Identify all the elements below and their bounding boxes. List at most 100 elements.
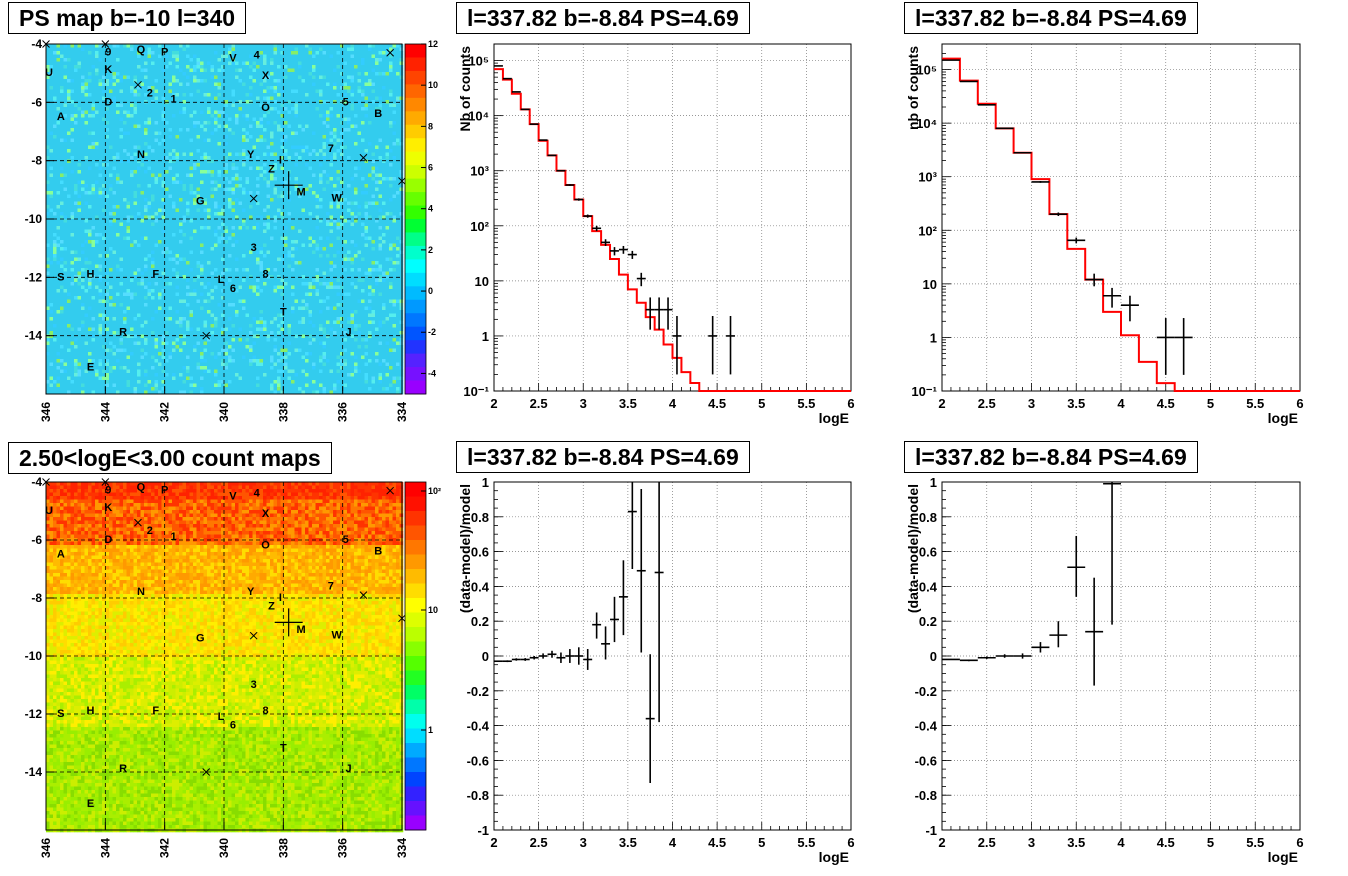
color-tick-label: 10 — [428, 605, 438, 615]
y-tick-label: -14 — [25, 329, 43, 343]
y-tick-label: -8 — [31, 154, 42, 168]
x-tick-label: 334 — [395, 838, 409, 858]
data-point — [538, 653, 548, 659]
data-point — [583, 214, 593, 218]
y-tick-label: -0.4 — [915, 719, 938, 734]
selected-position-marker — [274, 171, 303, 200]
data-point — [1103, 287, 1121, 308]
source-label: H — [87, 705, 95, 717]
x-tick-label: 4.5 — [708, 396, 726, 411]
y-axis-label: (data-model)/model — [457, 484, 473, 613]
y-tick-label: -0.8 — [467, 788, 489, 803]
x-tick-label: 6 — [847, 835, 854, 850]
data-point — [565, 184, 575, 186]
source-label: 9 — [105, 485, 111, 497]
y-tick-label: -0.2 — [915, 684, 937, 699]
data-point — [672, 316, 682, 375]
source-label: P — [161, 485, 168, 497]
data-point — [511, 658, 521, 661]
source-label: R — [119, 327, 127, 339]
y-axis-label: (data-model)/model — [905, 484, 921, 613]
data-point — [1049, 621, 1068, 648]
y-tick-label: -0.8 — [915, 788, 937, 803]
y-tick-label: 10⁴ — [468, 109, 489, 124]
source-label: Z — [268, 163, 275, 175]
y-tick-label: 10² — [470, 219, 489, 234]
source-label: 8 — [262, 705, 268, 717]
x-tick-label: 346 — [39, 838, 53, 858]
source-label: L — [218, 711, 225, 723]
y-tick-label: 0 — [930, 649, 937, 664]
data-point — [618, 245, 628, 254]
y-tick-label: 10⁻¹ — [911, 384, 937, 399]
source-label: 1 — [171, 531, 177, 543]
source-label: E — [87, 798, 94, 810]
x-tick-label: 4.5 — [1157, 396, 1175, 411]
source-label: U — [45, 505, 53, 517]
source-cross — [398, 177, 406, 185]
spectrum-middle-title: l=337.82 b=-8.84 PS=4.69 — [456, 2, 750, 34]
y-tick-label: -1 — [477, 823, 489, 838]
y-tick-label: -10 — [25, 212, 43, 226]
map-bottom-title: 2.50<logE<3.00 count maps — [8, 442, 332, 474]
y-tick-label: -0.6 — [915, 753, 937, 768]
source-cross — [249, 194, 258, 203]
source-label: T — [280, 306, 287, 318]
x-tick-label: 3 — [580, 835, 587, 850]
data-point — [645, 297, 655, 330]
data-point — [529, 123, 539, 125]
color-tick-label: 1 — [428, 725, 433, 735]
plot-grid — [941, 44, 1301, 392]
data-point — [556, 652, 566, 663]
y-tick-label: 10³ — [918, 170, 937, 185]
source-label: 5 — [343, 96, 349, 108]
data-point — [1156, 318, 1175, 375]
y-tick-label: 0.4 — [919, 579, 938, 594]
data-point — [574, 198, 584, 201]
x-tick-label: 344 — [98, 402, 112, 422]
data-point — [1174, 318, 1193, 375]
x-tick-label: 5.5 — [797, 835, 815, 850]
data-point — [592, 612, 602, 639]
x-tick-label: 5.5 — [1246, 396, 1264, 411]
data-points — [494, 482, 664, 784]
source-label: O — [261, 540, 270, 552]
y-tick-label: 1 — [482, 329, 489, 344]
data-points — [942, 482, 1121, 686]
axes — [493, 481, 852, 831]
x-tick-label: 5.5 — [797, 396, 815, 411]
source-label: 3 — [251, 679, 257, 691]
x-tick-label: 3 — [1028, 396, 1035, 411]
source-label: 4 — [254, 50, 261, 62]
data-point — [1049, 212, 1068, 216]
source-label: 1 — [171, 93, 177, 105]
data-point — [663, 297, 673, 330]
x-tick-label: 336 — [336, 838, 350, 858]
heatmap-cells — [46, 482, 404, 833]
source-label: W — [332, 193, 343, 205]
data-point — [942, 658, 960, 661]
source-label: A — [57, 111, 65, 123]
data-point — [708, 316, 718, 375]
x-tick-label: 2.5 — [978, 396, 996, 411]
data-point — [610, 596, 619, 643]
residual-right-panel: 2 2.5 3 3.5 4 4.5 5 5.5 6 1 0.8 0.6 0.4 0.2 0 -0.2 -0.4 -… — [905, 475, 1304, 865]
y-tick-label: -1 — [925, 823, 937, 838]
source-label: S — [57, 271, 64, 283]
source-label: G — [196, 633, 205, 645]
y-tick-label: 10³ — [470, 164, 489, 179]
y-tick-label: -6 — [31, 533, 42, 547]
source-label: Z — [268, 601, 275, 613]
y-tick-label: 10⁵ — [916, 63, 937, 78]
x-tick-label: 3.5 — [1067, 396, 1085, 411]
source-label: Q — [137, 482, 146, 494]
color-tick-label: 8 — [428, 121, 433, 131]
source-label: X — [262, 508, 270, 520]
data-point — [654, 482, 664, 723]
data-point — [547, 154, 557, 157]
x-tick-label: 342 — [158, 838, 172, 858]
x-tick-label: 2.5 — [530, 396, 548, 411]
x-tick-label: 3 — [580, 396, 587, 411]
source-cross — [249, 631, 258, 640]
map-top-title: PS map b=-10 l=340 — [8, 2, 247, 34]
